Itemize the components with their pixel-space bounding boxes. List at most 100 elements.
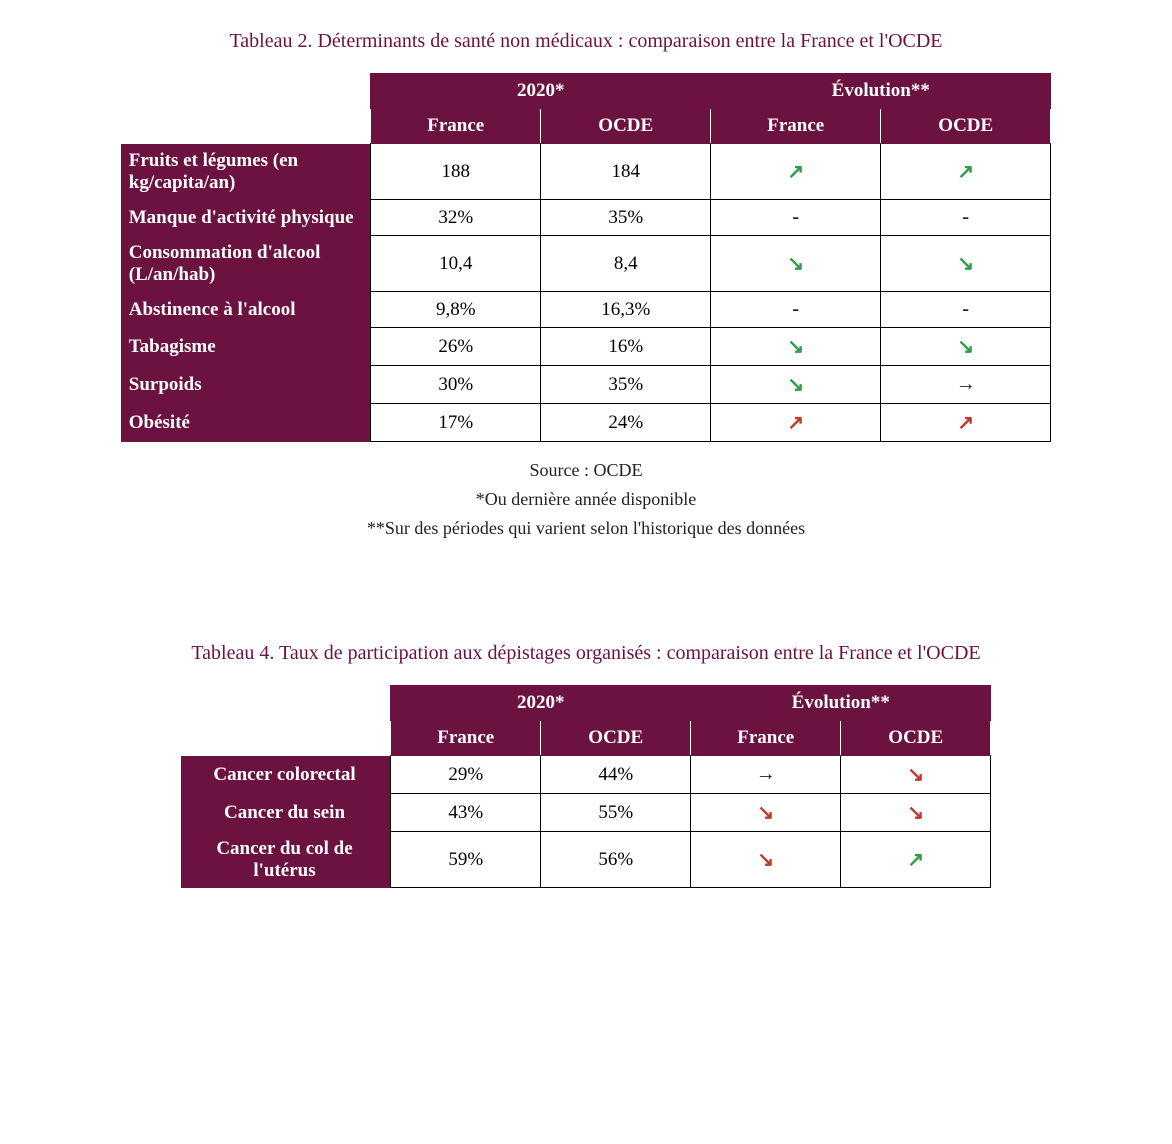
trend-cell: ↘ xyxy=(711,366,881,404)
table-row: Abstinence à l'alcool9,8%16,3% - - xyxy=(121,292,1051,328)
source-line: **Sur des périodes qui varient selon l'h… xyxy=(60,514,1112,543)
row-label: Consommation d'alcool (L/an/hab) xyxy=(121,236,371,292)
trend-arrow-icon: → xyxy=(956,373,976,396)
trend-arrow-icon: ↘ xyxy=(787,251,804,276)
data-cell: 188 xyxy=(371,144,541,200)
data-cell: 56% xyxy=(541,832,691,888)
trend-arrow-icon: - xyxy=(962,206,969,229)
table4-corner2 xyxy=(181,721,391,756)
table2-header-row1: 2020* Évolution** xyxy=(121,74,1051,109)
trend-arrow-icon: ↗ xyxy=(787,159,804,184)
trend-cell: ↘ xyxy=(691,832,841,888)
row-label: Cancer du col de l'utérus xyxy=(181,832,391,888)
table2-source: Source : OCDE *Ou dernière année disponi… xyxy=(60,456,1112,542)
trend-cell: - xyxy=(881,200,1051,236)
trend-cell: ↘ xyxy=(691,794,841,832)
trend-arrow-icon: - xyxy=(962,298,969,321)
trend-cell: - xyxy=(711,292,881,328)
table4-title: Tableau 4. Taux de participation aux dép… xyxy=(60,642,1112,665)
trend-cell: ↘ xyxy=(881,236,1051,292)
table-row: Cancer colorectal29%44% → ↘ xyxy=(181,756,991,794)
data-cell: 184 xyxy=(541,144,711,200)
source-line: *Ou dernière année disponible xyxy=(60,485,1112,514)
data-cell: 9,8% xyxy=(371,292,541,328)
data-cell: 16% xyxy=(541,328,711,366)
trend-arrow-icon: → xyxy=(756,763,776,786)
table-row: Cancer du col de l'utérus59%56% ↘ ↗ xyxy=(181,832,991,888)
trend-cell: ↗ xyxy=(881,404,1051,442)
table2: 2020* Évolution** France OCDE France OCD… xyxy=(121,73,1052,442)
table-row: Consommation d'alcool (L/an/hab)10,48,4 ↘… xyxy=(121,236,1051,292)
trend-arrow-icon: ↘ xyxy=(907,800,924,825)
table4: 2020* Évolution** France OCDE France OCD… xyxy=(181,685,992,888)
trend-cell: ↗ xyxy=(711,144,881,200)
trend-cell: - xyxy=(711,200,881,236)
table2-header-row2: France OCDE France OCDE xyxy=(121,109,1051,144)
trend-cell: → xyxy=(691,756,841,794)
data-cell: 35% xyxy=(541,366,711,404)
table4-corner xyxy=(181,686,391,721)
trend-arrow-icon: ↗ xyxy=(907,847,924,872)
table4-sub-france1: France xyxy=(391,721,541,756)
trend-arrow-icon: ↘ xyxy=(907,762,924,787)
trend-arrow-icon: ↘ xyxy=(757,800,774,825)
trend-arrow-icon: ↘ xyxy=(787,372,804,397)
trend-cell: ↘ xyxy=(711,236,881,292)
trend-arrow-icon: ↘ xyxy=(957,334,974,359)
table2-sub-ocde2: OCDE xyxy=(881,109,1051,144)
trend-cell: ↗ xyxy=(841,832,991,888)
row-label: Obésité xyxy=(121,404,371,442)
trend-arrow-icon: - xyxy=(792,298,799,321)
data-cell: 16,3% xyxy=(541,292,711,328)
table2-sub-france2: France xyxy=(711,109,881,144)
table4-sub-france2: France xyxy=(691,721,841,756)
row-label: Abstinence à l'alcool xyxy=(121,292,371,328)
trend-arrow-icon: ↗ xyxy=(957,159,974,184)
trend-cell: → xyxy=(881,366,1051,404)
source-line: Source : OCDE xyxy=(60,456,1112,485)
table-row: Surpoids30%35%↘→ xyxy=(121,366,1051,404)
trend-cell: ↗ xyxy=(711,404,881,442)
data-cell: 8,4 xyxy=(541,236,711,292)
data-cell: 32% xyxy=(371,200,541,236)
trend-arrow-icon: ↘ xyxy=(757,847,774,872)
data-cell: 29% xyxy=(391,756,541,794)
trend-arrow-icon: ↗ xyxy=(957,410,974,435)
table2-header-evo: Évolution** xyxy=(711,74,1051,109)
data-cell: 43% xyxy=(391,794,541,832)
data-cell: 44% xyxy=(541,756,691,794)
trend-cell: - xyxy=(881,292,1051,328)
data-cell: 10,4 xyxy=(371,236,541,292)
trend-arrow-icon: ↘ xyxy=(787,334,804,359)
data-cell: 26% xyxy=(371,328,541,366)
table2-sub-france1: France xyxy=(371,109,541,144)
row-label: Manque d'activité physique xyxy=(121,200,371,236)
row-label: Tabagisme xyxy=(121,328,371,366)
trend-arrow-icon: - xyxy=(792,206,799,229)
table2-title: Tableau 2. Déterminants de santé non méd… xyxy=(60,30,1112,53)
data-cell: 17% xyxy=(371,404,541,442)
table-row: Cancer du sein43%55% ↘ ↘ xyxy=(181,794,991,832)
table4-header-evo: Évolution** xyxy=(691,686,991,721)
table2-corner2 xyxy=(121,109,371,144)
table2-sub-ocde1: OCDE xyxy=(541,109,711,144)
data-cell: 35% xyxy=(541,200,711,236)
table2-corner xyxy=(121,74,371,109)
trend-cell: ↘ xyxy=(841,756,991,794)
table-row: Fruits et légumes (en kg/capita/an)18818… xyxy=(121,144,1051,200)
trend-cell: ↘ xyxy=(881,328,1051,366)
data-cell: 55% xyxy=(541,794,691,832)
data-cell: 59% xyxy=(391,832,541,888)
trend-cell: ↘ xyxy=(711,328,881,366)
table-row: Obésité17%24%↗↗ xyxy=(121,404,1051,442)
row-label: Cancer colorectal xyxy=(181,756,391,794)
data-cell: 30% xyxy=(371,366,541,404)
table-row: Tabagisme26%16% ↘ ↘ xyxy=(121,328,1051,366)
table2-header-2020: 2020* xyxy=(371,74,711,109)
table4-header-row2: France OCDE France OCDE xyxy=(181,721,991,756)
table4-sub-ocde1: OCDE xyxy=(541,721,691,756)
row-label: Cancer du sein xyxy=(181,794,391,832)
table4-sub-ocde2: OCDE xyxy=(841,721,991,756)
trend-arrow-icon: ↘ xyxy=(957,251,974,276)
trend-cell: ↗ xyxy=(881,144,1051,200)
